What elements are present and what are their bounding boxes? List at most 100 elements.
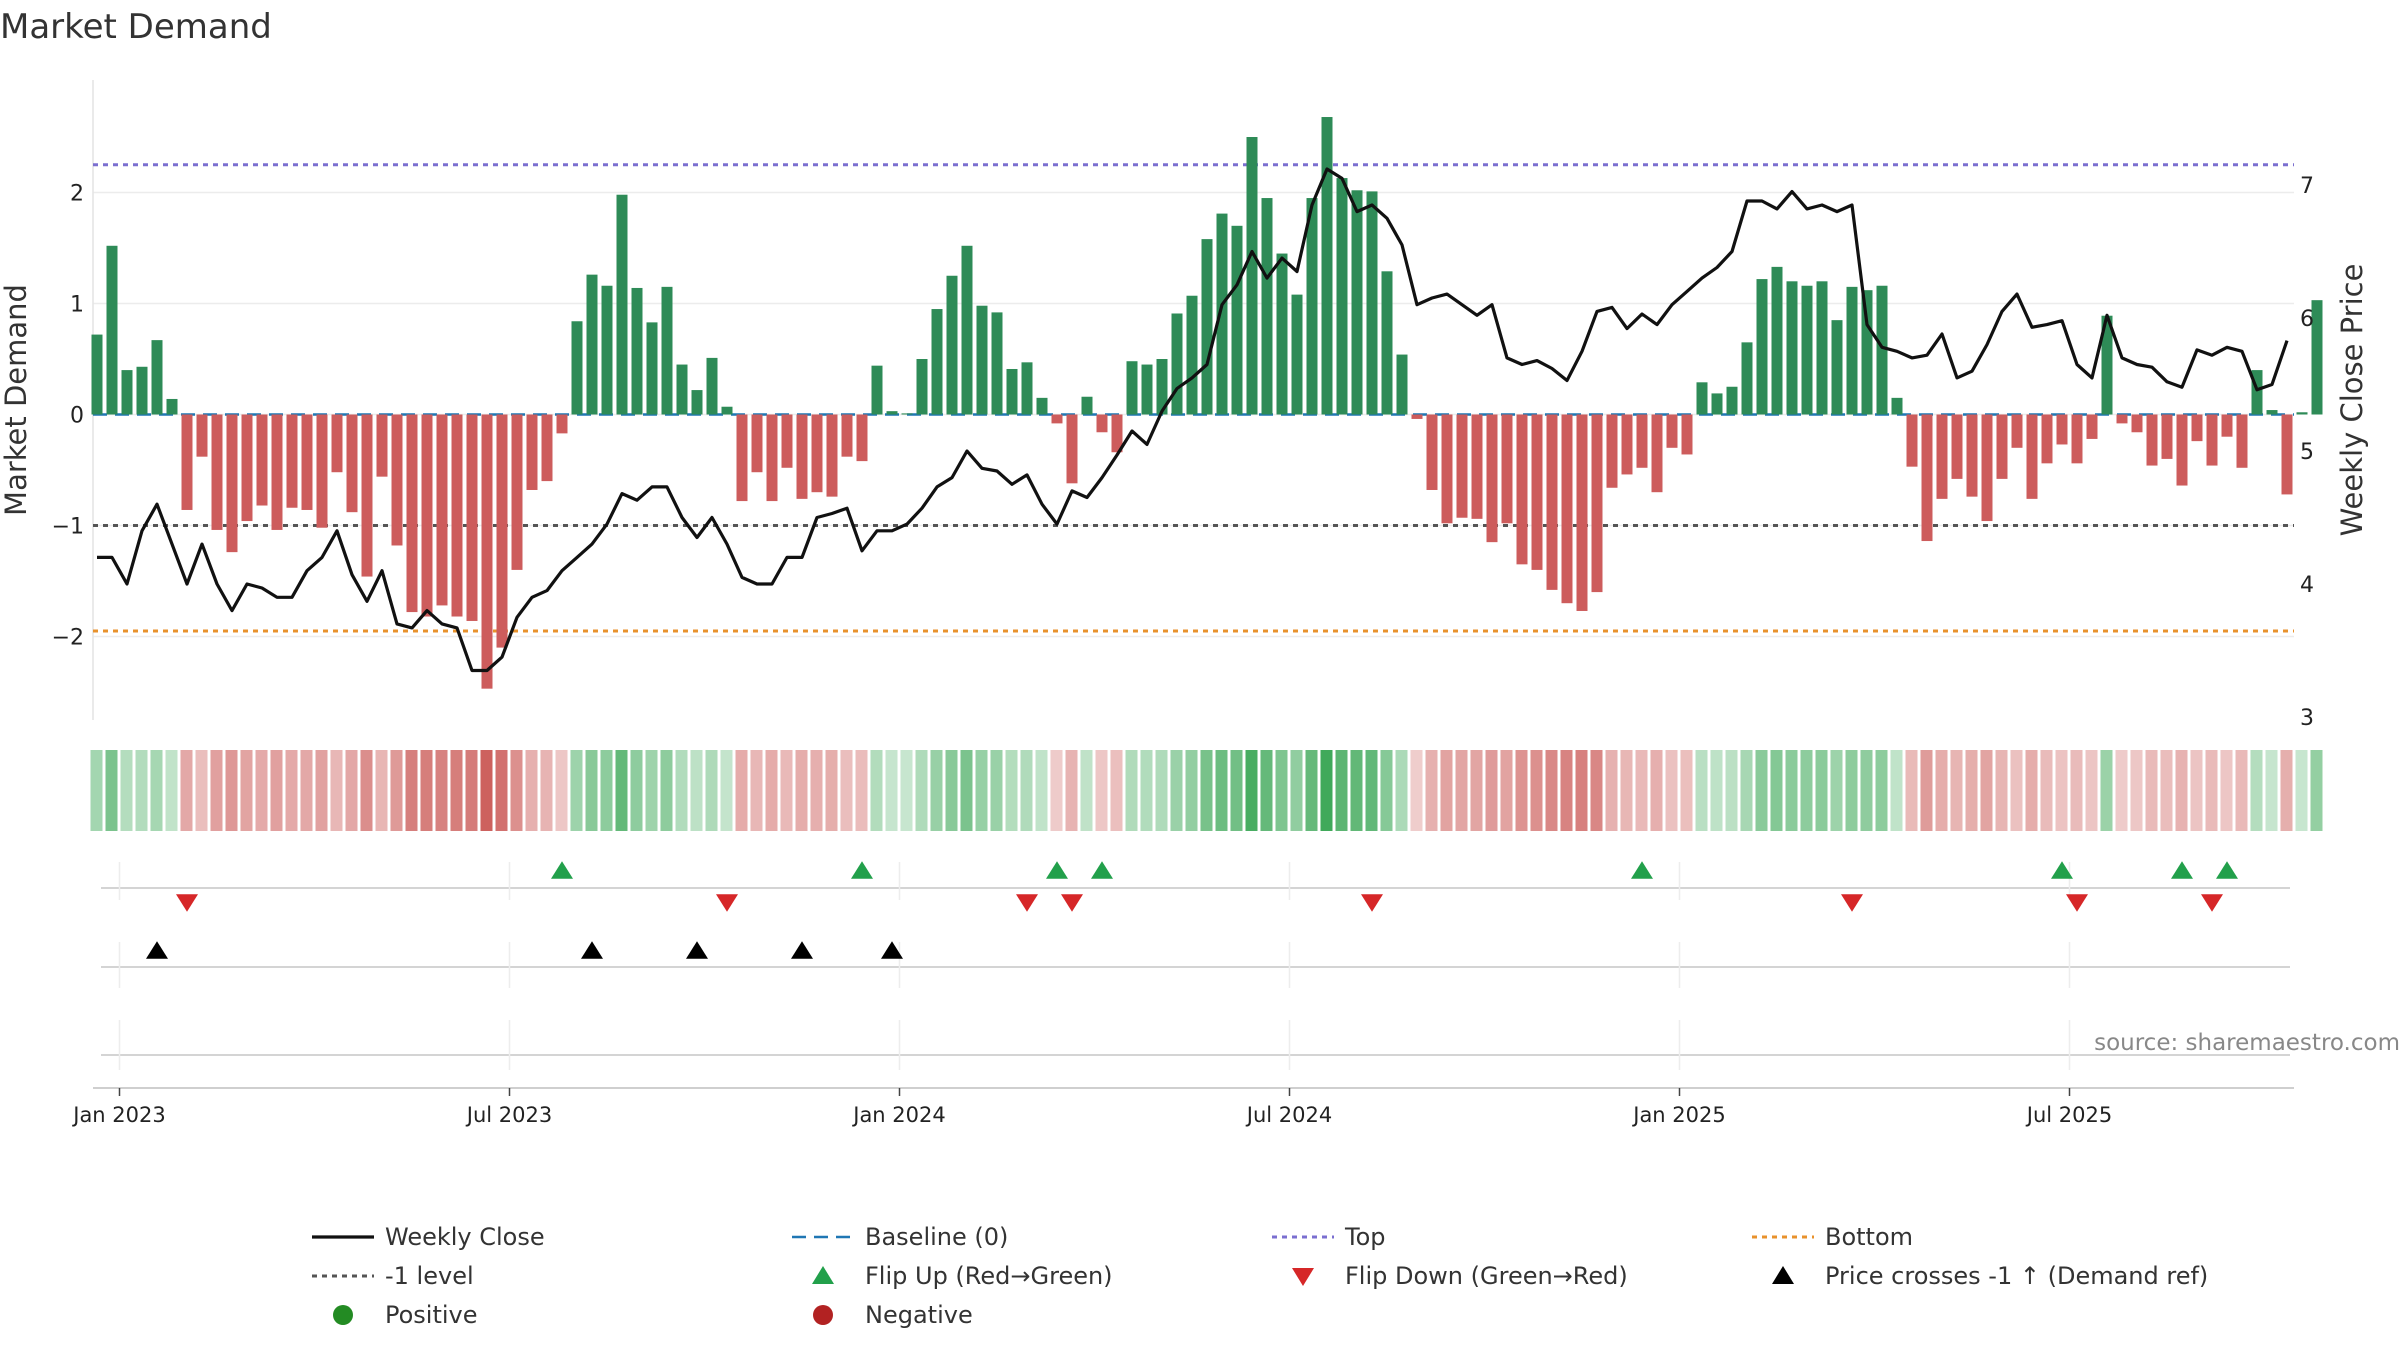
x-tick-label: Jul 2024 [1245,1103,1332,1127]
x-axis: Jan 2023 Jul 2023 Jan 2024 Jul 2024 Jan 2025… [71,1087,2294,1127]
strip-cell [585,750,598,831]
legend-item: Flip Down (Green→Red) [1292,1262,1628,1290]
demand-bar-positive [136,366,148,415]
demand-bar-negative [2026,414,2038,499]
strip-cell [525,750,538,831]
source-label: source: sharemaestro.com [2094,1030,2400,1056]
demand-bar-positive [1396,354,1408,415]
strip-cell [2265,750,2278,831]
demand-bar-positive [2251,370,2263,415]
strip-cell [2070,750,2083,831]
strip-cell [2085,750,2098,831]
strip-cell [2190,750,2203,831]
demand-bar-negative [436,414,448,606]
strip-cell [2025,750,2038,831]
strip-cell [1395,750,1408,831]
demand-bar-negative [391,414,403,546]
demand-bar-positive [976,305,988,415]
strip-cell [1530,750,1543,831]
demand-bar-negative [2116,414,2128,424]
strip-cell [1155,750,1168,831]
y-right-tick-label: 5 [2300,440,2314,465]
strip-cell [1410,750,1423,831]
flip-down-marker [176,894,198,912]
demand-bar-positive [1816,281,1828,415]
legend-item: -1 level [312,1262,474,1290]
demand-bar-negative [1951,414,1963,479]
strip-cell [2055,750,2068,831]
demand-bar-negative [301,414,313,510]
strip-cell [870,750,883,831]
strip-cell [765,750,778,831]
strip-cell [1185,750,1198,831]
strip-cell [1125,750,1138,831]
demand-bar-negative [1486,414,1498,543]
demand-bar-negative [1456,414,1468,518]
x-tick-label: Jan 2025 [1631,1103,1726,1127]
demand-bar-positive [916,359,928,415]
demand-bar-positive [1171,313,1183,415]
strip-cell [660,750,673,831]
demand-bar-positive [1696,382,1708,415]
demand-bar-positive [1156,359,1168,415]
demand-bar-negative [1636,414,1648,468]
demand-bar-negative [1411,414,1423,419]
flip-up-marker [1091,861,1113,879]
strip-cell [465,750,478,831]
legend-label: Top [1344,1223,1386,1251]
demand-bar-positive [1801,285,1813,415]
strip-cell [900,750,913,831]
legend-label: Negative [865,1301,973,1329]
flip-down-marker [1361,894,1383,912]
x-tick-label: Jan 2023 [71,1103,166,1127]
demand-bar-positive [586,274,598,415]
price-cross-marker [581,941,603,959]
x-tick-label: Jul 2023 [465,1103,552,1127]
demand-bar-negative [2161,414,2173,459]
demand-bar-negative [1051,414,1063,424]
demand-bar-negative [1651,414,1663,493]
demand-bar-negative [556,414,568,434]
demand-bar-positive [601,285,613,415]
flip-up-marker [1631,861,1653,879]
strip-cell [1830,750,1843,831]
x-tick-label: Jan 2024 [851,1103,946,1127]
strip-cell [1275,750,1288,831]
y-left-tick-label: 1 [70,293,84,318]
strip-cell [855,750,868,831]
demand-bar-negative [1441,414,1453,524]
demand-bar-positive [691,390,703,415]
demand-bar-positive [1771,266,1783,415]
strip-cell [1545,750,1558,831]
demand-bar-positive [2296,412,2308,415]
demand-bar-positive [1036,397,1048,415]
strip-cell [1740,750,1753,831]
flip-up-marker [2171,861,2193,879]
strip-cell [1905,750,1918,831]
strip-cell [600,750,613,831]
demand-bar-positive [2311,300,2323,415]
strip-cell [375,750,388,831]
demand-bar-positive [706,357,718,415]
demand-bar-positive [106,245,118,415]
demand-bar-positive [886,411,898,415]
demand-bar-negative [826,414,838,497]
legend-swatch [813,1305,833,1325]
demand-bar-negative [1111,414,1123,453]
price-cross-marker [146,941,168,959]
strip-cell [1095,750,1108,831]
strip-cell [1500,750,1513,831]
strip-cell [495,750,508,831]
strip-cell [1965,750,1978,831]
demand-bar-positive [1261,198,1273,415]
strip-cell [2310,750,2323,831]
demand-bar-negative [481,414,493,689]
strip-cell [1890,750,1903,831]
strip-cell [1335,750,1348,831]
demand-bar-negative [1531,414,1543,570]
demand-bar-negative [1066,414,1078,484]
demand-bar-negative [451,414,463,617]
strip-cell [1935,750,1948,831]
demand-bar-positive [1741,342,1753,415]
demand-bar-positive [1876,285,1888,415]
